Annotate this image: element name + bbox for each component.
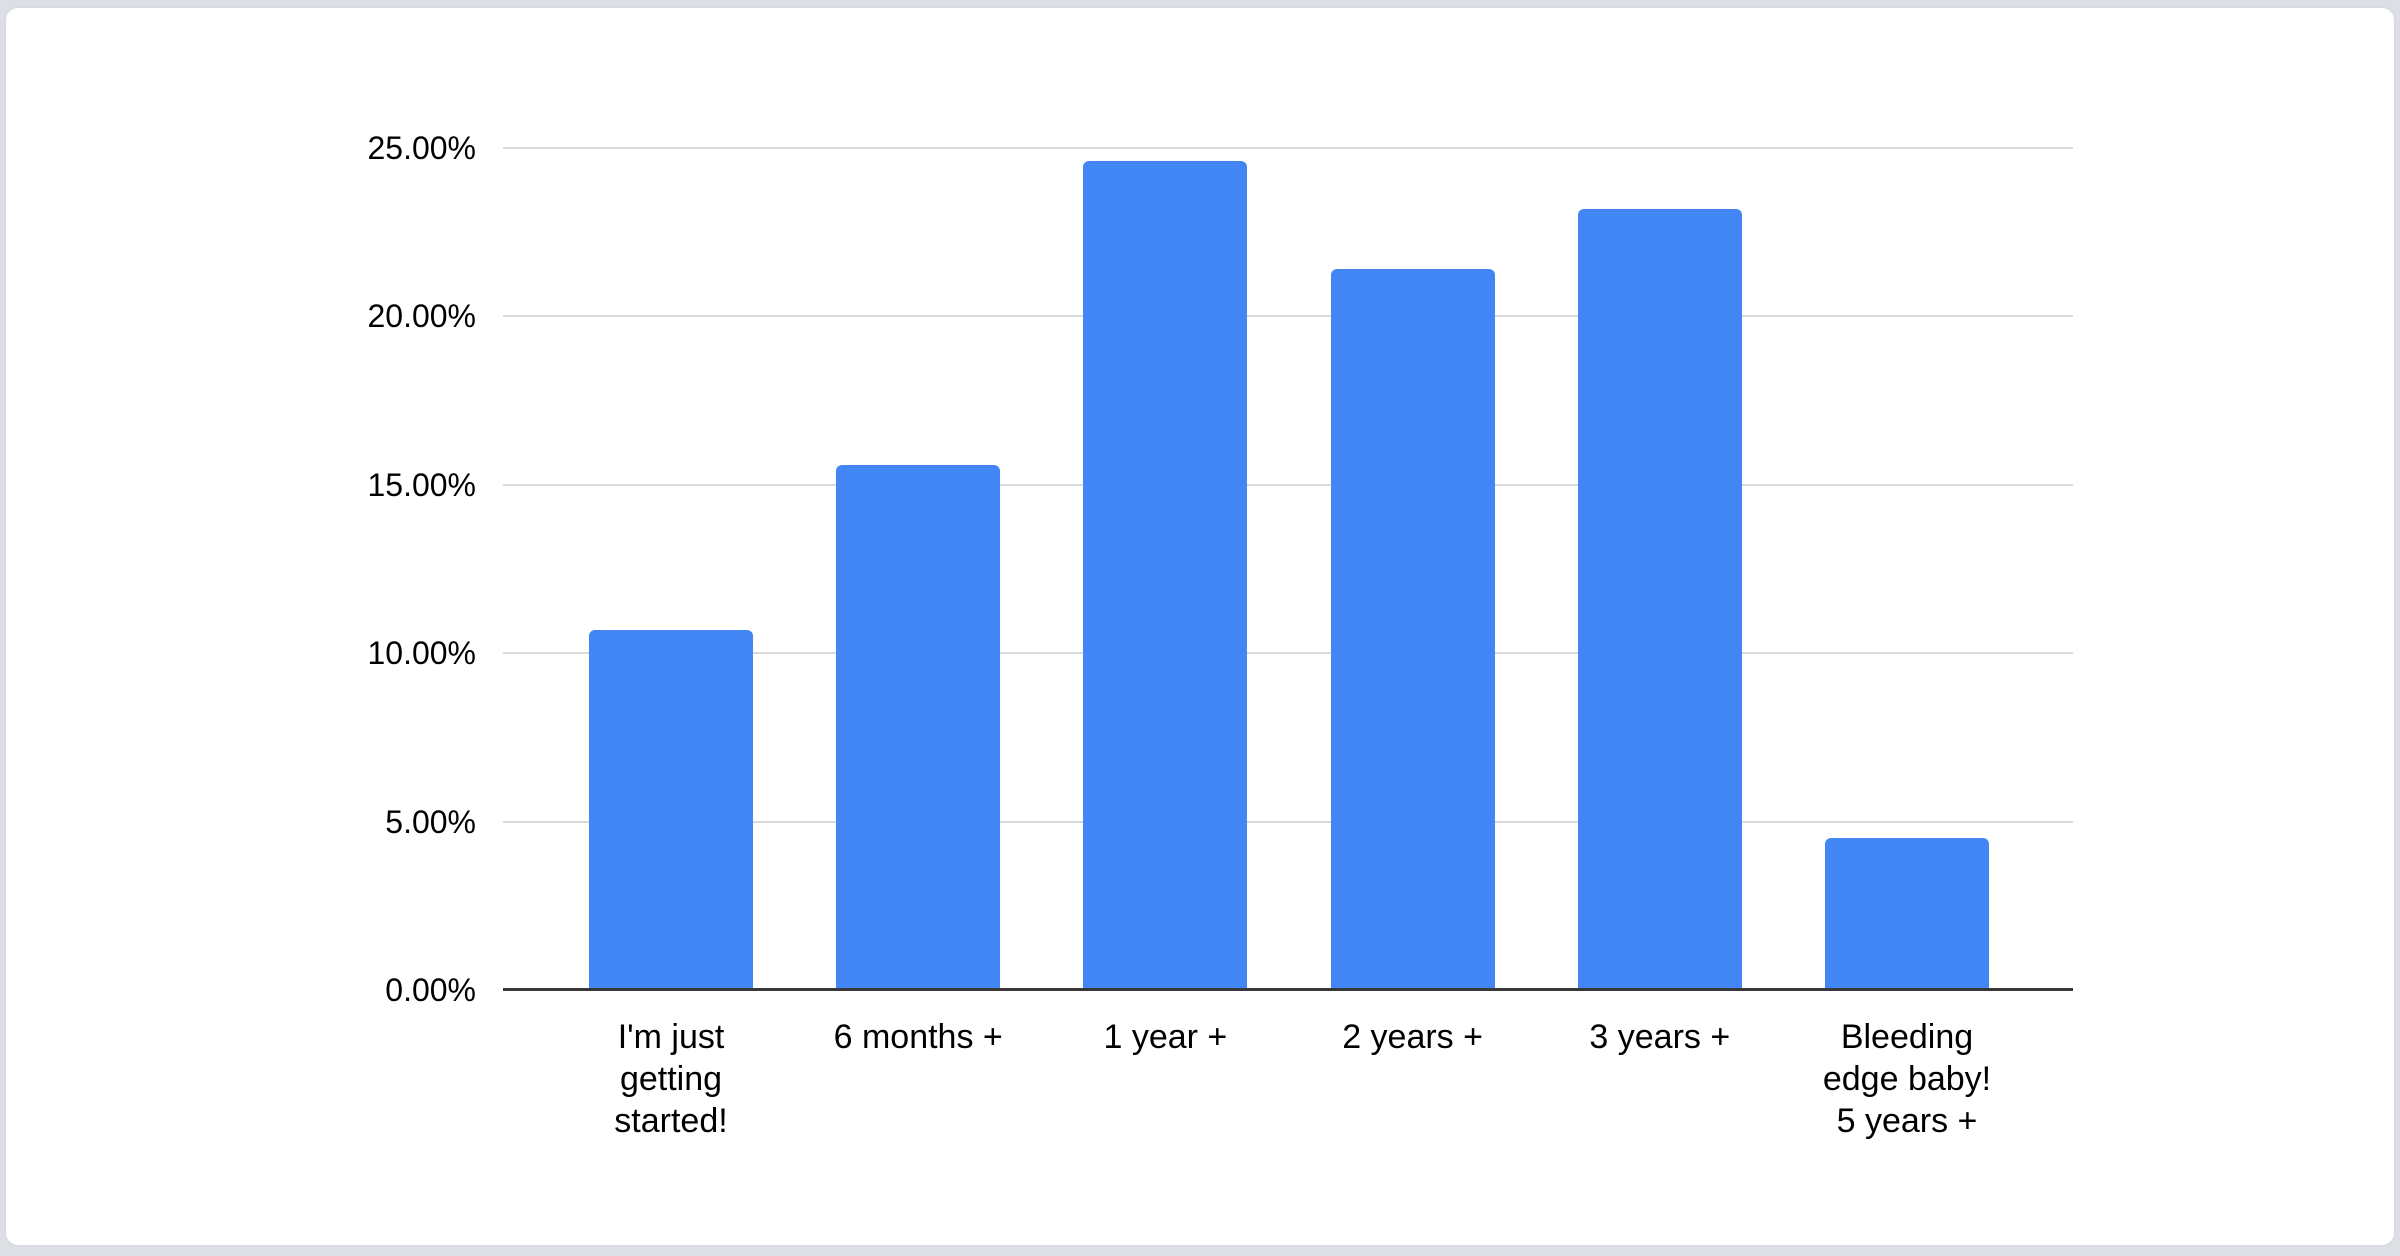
- x-category-label-line: 5 years +: [1836, 1102, 1978, 1140]
- y-tick-label: 10.00%: [367, 635, 476, 672]
- gridline: [503, 652, 2073, 655]
- bar-2[interactable]: [836, 464, 1001, 990]
- x-category-label-line: getting: [619, 1060, 723, 1098]
- x-category-label-line: I'm just: [617, 1018, 725, 1056]
- x-category-label: 1 year +: [1025, 1016, 1305, 1058]
- x-axis-line: [503, 988, 2073, 991]
- gridline: [503, 820, 2073, 823]
- x-category-label-line: 2 years +: [1342, 1018, 1483, 1056]
- bar-chart: 25.00% 20.00% 15.00% 10.00% 5.00% 0.00% I'm j…: [367, 132, 2073, 1140]
- x-category-label: I'm just getting started!: [531, 1016, 811, 1142]
- x-category-label: 3 years +: [1520, 1016, 1800, 1058]
- y-tick-label: 5.00%: [385, 803, 476, 840]
- bar-5[interactable]: [1577, 208, 1742, 990]
- bar-3[interactable]: [1083, 161, 1248, 990]
- bar-6[interactable]: [1825, 838, 1989, 990]
- gridline: [503, 483, 2073, 486]
- y-tick-label: 15.00%: [367, 466, 476, 503]
- bar-1[interactable]: [589, 629, 753, 990]
- x-category-label: 6 months +: [778, 1016, 1058, 1058]
- bar-4[interactable]: [1330, 269, 1495, 990]
- y-tick-label: 20.00%: [367, 298, 476, 335]
- x-category-label-line: Bleeding: [1840, 1018, 1974, 1056]
- chart-card: 25.00% 20.00% 15.00% 10.00% 5.00% 0.00% I'm j…: [4, 6, 2396, 1247]
- bar-series: [503, 148, 2073, 990]
- x-category-label-line: edge baby!: [1822, 1060, 1992, 1098]
- y-tick-label: 0.00%: [385, 972, 476, 1008]
- x-category-label: Bleeding edge baby! 5 years +: [1767, 1016, 2047, 1142]
- y-tick-label: 25.00%: [367, 130, 476, 166]
- x-category-label: 2 years +: [1273, 1016, 1553, 1058]
- gridline: [503, 147, 2073, 149]
- gridline: [503, 315, 2073, 318]
- x-category-label-line: 1 year +: [1103, 1018, 1228, 1056]
- x-category-label-line: 3 years +: [1589, 1018, 1731, 1056]
- x-category-label-line: 6 months +: [833, 1018, 1003, 1056]
- x-category-label-line: started!: [614, 1102, 728, 1140]
